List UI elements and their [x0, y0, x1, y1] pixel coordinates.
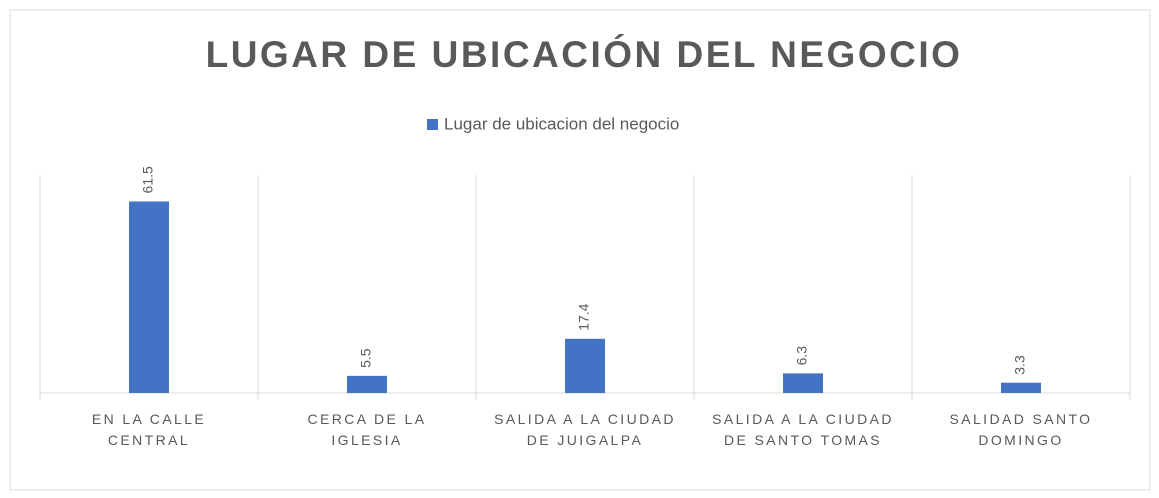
legend-swatch [427, 119, 438, 130]
bar [783, 373, 823, 393]
value-label: 17.4 [576, 303, 592, 330]
chart-frame [9, 9, 1151, 491]
value-label: 61.5 [140, 166, 156, 193]
value-label: 6.3 [794, 346, 810, 366]
bar [565, 338, 605, 393]
x-tick-label: SALIDAD SANTO DOMINGO [949, 411, 1093, 448]
value-label: 5.5 [358, 348, 374, 368]
x-tick-label: SALIDA A LA CIUDAD DE SANTO TOMAS [712, 411, 894, 448]
chart-title: LUGAR DE UBICACIÓN DEL NEGOCIO [206, 33, 963, 75]
x-tick-label: EN LA CALLE CENTRAL [91, 411, 207, 448]
value-label: 3.3 [1012, 355, 1028, 375]
x-tick-label: SALIDA A LA CIUDAD DE JUIGALPA [494, 411, 676, 448]
bar [1001, 382, 1041, 393]
bar [347, 375, 387, 393]
x-tick-label: CERCA DE LA IGLESIA [307, 411, 427, 448]
bar [129, 201, 169, 393]
legend-label: Lugar de ubicacion del negocio [444, 114, 679, 133]
